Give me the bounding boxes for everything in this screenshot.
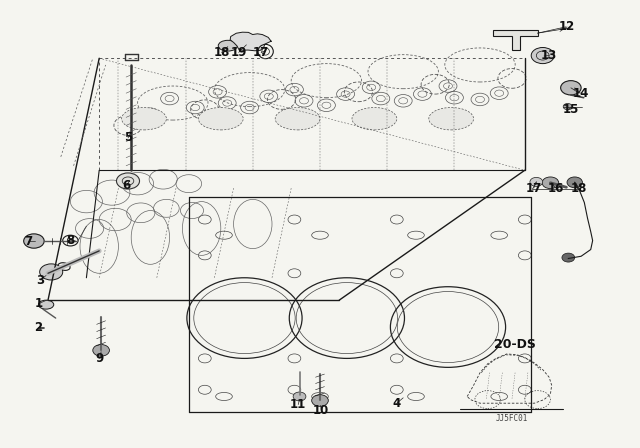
Text: 3: 3 xyxy=(36,273,44,287)
Text: 4: 4 xyxy=(393,396,401,410)
Circle shape xyxy=(24,234,44,248)
Text: 9: 9 xyxy=(96,352,104,365)
Text: 17: 17 xyxy=(525,181,542,195)
Text: 14: 14 xyxy=(572,86,589,100)
Ellipse shape xyxy=(198,108,243,130)
Circle shape xyxy=(40,264,63,280)
Text: 19: 19 xyxy=(230,46,247,59)
Text: 18: 18 xyxy=(571,181,588,195)
Ellipse shape xyxy=(122,108,166,130)
Text: 2: 2 xyxy=(35,320,42,334)
Text: 10: 10 xyxy=(313,404,330,417)
Ellipse shape xyxy=(218,40,237,51)
Circle shape xyxy=(561,81,581,95)
Circle shape xyxy=(293,392,306,401)
Circle shape xyxy=(531,47,554,64)
Circle shape xyxy=(312,395,328,406)
Circle shape xyxy=(563,103,572,110)
Circle shape xyxy=(542,177,559,189)
Text: 1: 1 xyxy=(35,297,42,310)
Text: 17: 17 xyxy=(253,46,269,59)
Ellipse shape xyxy=(429,108,474,130)
Text: 18: 18 xyxy=(213,46,230,59)
Ellipse shape xyxy=(38,300,54,309)
Text: 8: 8 xyxy=(67,233,74,247)
Text: 7: 7 xyxy=(24,234,32,248)
Circle shape xyxy=(116,173,140,189)
Ellipse shape xyxy=(275,108,320,130)
Polygon shape xyxy=(493,30,538,50)
Circle shape xyxy=(93,345,109,356)
Text: 12: 12 xyxy=(559,20,575,34)
Text: 6: 6 xyxy=(123,179,131,193)
Circle shape xyxy=(567,177,582,188)
Polygon shape xyxy=(230,32,271,51)
Text: 5: 5 xyxy=(124,131,132,145)
Circle shape xyxy=(562,253,575,262)
Text: 15: 15 xyxy=(563,103,579,116)
Text: 13: 13 xyxy=(541,49,557,62)
Circle shape xyxy=(530,177,543,186)
Ellipse shape xyxy=(352,108,397,130)
Text: 11: 11 xyxy=(290,398,307,411)
Text: JJ5FC01: JJ5FC01 xyxy=(495,414,527,423)
Text: 20-DS: 20-DS xyxy=(494,337,536,351)
Text: 16: 16 xyxy=(547,181,564,195)
